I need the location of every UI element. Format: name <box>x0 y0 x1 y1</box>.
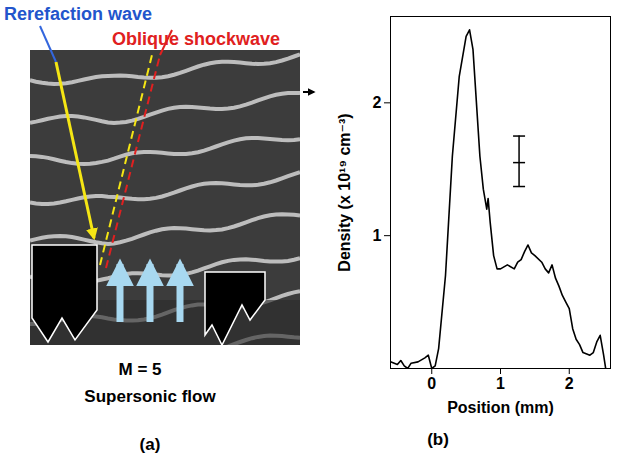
svg-text:Density (x 10¹⁹ cm⁻³): Density (x 10¹⁹ cm⁻³) <box>336 113 353 271</box>
svg-text:Position (mm): Position (mm) <box>447 399 554 416</box>
svg-text:Oblique shockwave: Oblique shockwave <box>112 29 280 49</box>
svg-text:Supersonic flow: Supersonic flow <box>84 387 216 406</box>
svg-text:Rerefaction wave: Rerefaction wave <box>4 4 152 24</box>
svg-text:2: 2 <box>373 94 382 111</box>
svg-text:1: 1 <box>373 227 382 244</box>
svg-text:1: 1 <box>496 375 505 392</box>
svg-text:M = 5: M = 5 <box>119 360 162 379</box>
svg-text:2: 2 <box>565 375 574 392</box>
html-text:(b): (b) <box>427 430 449 449</box>
svg-text:0: 0 <box>427 375 436 392</box>
svg-text:(a): (a) <box>140 435 161 454</box>
